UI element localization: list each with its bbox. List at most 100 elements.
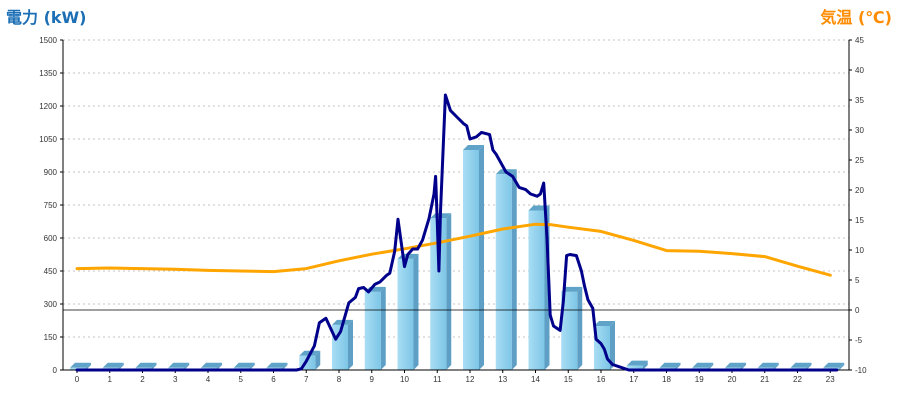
bar-top xyxy=(135,362,157,368)
bar-side xyxy=(806,362,812,370)
bar-top xyxy=(168,362,190,368)
x-tick-label: 14 xyxy=(531,375,540,384)
bar-side xyxy=(348,319,353,370)
left-tick-label: 450 xyxy=(44,267,58,276)
x-tick-label: 10 xyxy=(400,375,409,384)
bar-side xyxy=(151,362,157,370)
x-tick-label: 4 xyxy=(206,375,211,384)
right-tick-label: 5 xyxy=(855,276,860,285)
bar-side xyxy=(479,145,484,370)
bar-side xyxy=(249,362,255,370)
right-tick-label: 15 xyxy=(855,216,864,225)
bar xyxy=(626,365,643,370)
x-tick-label: 6 xyxy=(271,375,276,384)
bar-side xyxy=(315,350,321,370)
x-tick-label: 8 xyxy=(337,375,342,384)
bar-side xyxy=(773,362,779,370)
bar-side xyxy=(380,286,386,370)
x-tick-label: 17 xyxy=(629,375,638,384)
bar-side xyxy=(577,286,583,370)
left-tick-label: 1350 xyxy=(39,69,57,78)
left-tick-label: 150 xyxy=(44,333,58,342)
bar-top xyxy=(201,362,222,368)
bar-side xyxy=(413,253,419,370)
bar-top xyxy=(790,362,812,368)
right-tick-label: -10 xyxy=(855,366,867,375)
bar-top xyxy=(561,286,583,292)
x-tick-label: 13 xyxy=(498,375,507,384)
right-tick-label: -5 xyxy=(855,336,863,345)
axes-layer xyxy=(60,39,852,373)
bar-side xyxy=(675,362,681,370)
labels-layer: 01503004506007509001050120013501500-10-5… xyxy=(39,36,867,384)
right-tick-label: 20 xyxy=(855,186,864,195)
x-tick-label: 18 xyxy=(662,375,671,384)
x-tick-label: 9 xyxy=(370,375,375,384)
bar-side xyxy=(282,362,288,370)
x-tick-label: 2 xyxy=(140,375,145,384)
bar-side xyxy=(741,362,746,370)
bar-side xyxy=(184,362,190,370)
bar-side xyxy=(446,213,452,370)
x-tick-label: 11 xyxy=(433,375,442,384)
x-tick-label: 22 xyxy=(793,375,802,384)
bar-side xyxy=(86,362,91,370)
bar-top xyxy=(102,362,124,368)
left-tick-label: 900 xyxy=(44,168,58,177)
right-tick-label: 10 xyxy=(855,246,864,255)
bar xyxy=(463,150,479,370)
x-tick-label: 1 xyxy=(108,375,113,384)
left-tick-label: 1050 xyxy=(39,135,57,144)
bar-side xyxy=(511,169,517,370)
right-tick-label: 0 xyxy=(855,306,860,315)
bar-side xyxy=(708,362,714,370)
right-tick-label: 25 xyxy=(855,156,864,165)
bar-side xyxy=(610,321,615,370)
bar-top xyxy=(757,362,779,368)
power-line xyxy=(75,93,839,372)
grid-layer xyxy=(63,39,849,338)
bar-top xyxy=(692,362,714,368)
right-tick-label: 40 xyxy=(855,66,864,75)
x-tick-label: 15 xyxy=(564,375,573,384)
bar xyxy=(528,210,545,370)
x-tick-label: 19 xyxy=(695,375,704,384)
bar-top xyxy=(659,362,681,368)
lines-layer xyxy=(75,93,839,372)
right-axis-title: 気温 (℃) xyxy=(820,8,892,27)
bar-side xyxy=(118,362,124,370)
left-axis-title: 電力 (kW) xyxy=(6,8,87,27)
left-tick-label: 750 xyxy=(44,201,58,210)
x-tick-label: 16 xyxy=(597,375,606,384)
bar xyxy=(495,174,512,370)
left-tick-label: 1200 xyxy=(39,102,57,111)
bar-top xyxy=(725,362,746,368)
x-tick-label: 7 xyxy=(304,375,309,384)
bar-side xyxy=(642,360,648,370)
bar xyxy=(430,218,447,370)
right-tick-label: 45 xyxy=(855,36,864,45)
bar-side xyxy=(217,362,222,370)
bar-top xyxy=(233,362,255,368)
bar-top xyxy=(463,145,484,150)
bars-layer xyxy=(70,145,845,370)
bar xyxy=(561,291,578,370)
x-tick-label: 0 xyxy=(75,375,80,384)
right-tick-label: 30 xyxy=(855,126,864,135)
x-tick-label: 23 xyxy=(826,375,835,384)
left-tick-label: 300 xyxy=(44,300,58,309)
left-tick-label: 1500 xyxy=(39,36,57,45)
right-tick-label: 35 xyxy=(855,96,864,105)
bar-top xyxy=(266,362,288,368)
x-tick-label: 21 xyxy=(760,375,769,384)
bar-top xyxy=(70,362,91,368)
left-tick-label: 600 xyxy=(44,234,58,243)
x-tick-label: 3 xyxy=(173,375,178,384)
bar-top xyxy=(626,360,648,366)
left-tick-label: 0 xyxy=(53,366,58,375)
x-tick-label: 5 xyxy=(239,375,244,384)
bar xyxy=(397,258,414,370)
x-tick-label: 20 xyxy=(728,375,737,384)
